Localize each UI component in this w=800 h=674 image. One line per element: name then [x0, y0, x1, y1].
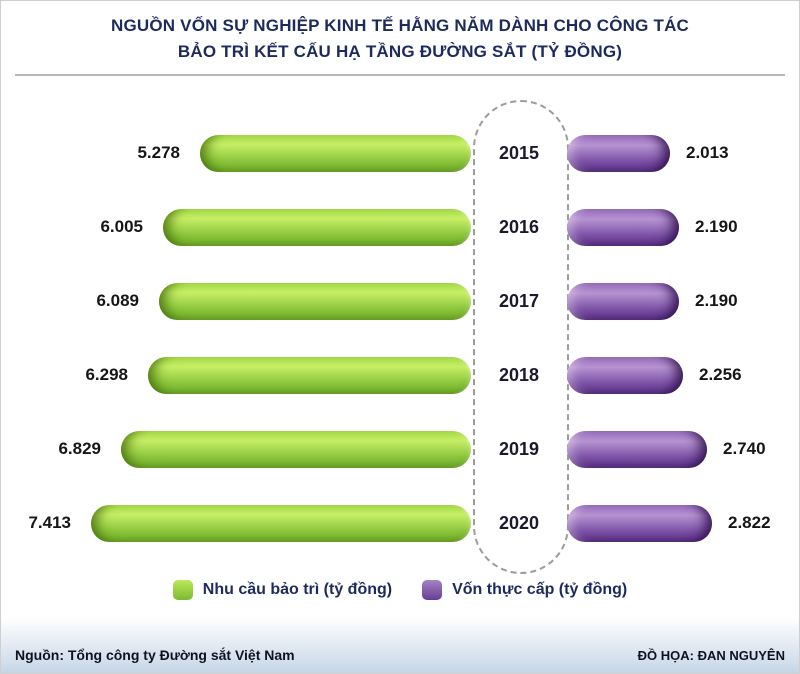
right-bar-zone: 2.822: [567, 504, 799, 542]
page-title-line1: NGUỒN VỐN SỰ NGHIỆP KINH TẾ HẰNG NĂM DÀN…: [110, 16, 690, 35]
allocated-capital-value-label: 2.190: [695, 291, 738, 310]
maintenance-need-value-label: 6.005: [100, 217, 143, 236]
year-zone: 2019: [471, 439, 567, 460]
footer: Nguồn: Tổng công ty Đường sắt Việt Nam Đ…: [1, 617, 799, 673]
year-label: 2015: [498, 142, 540, 163]
year-zone: 2018: [471, 365, 567, 386]
maintenance-need-value-label: 5.278: [137, 143, 180, 162]
legend-label-maintenance-need: Nhu cầu bảo trì (tỷ đồng): [202, 581, 393, 598]
right-bar-zone: 2.013: [567, 134, 799, 172]
maintenance-need-bar: [163, 208, 471, 246]
left-bar-zone: 6.089: [1, 282, 471, 320]
maintenance-need-bar: [91, 504, 471, 542]
maintenance-need-bar: [121, 430, 471, 468]
allocated-capital-bar: [567, 208, 679, 246]
title-divider: [15, 74, 785, 76]
page-title-line2: BẢO TRÌ KẾT CẤU HẠ TẦNG ĐƯỜNG SẮT (TỶ ĐỒ…: [177, 41, 623, 61]
chart-area: 5.278 2015 2.013 6.005 2016 2.190 6.089 2017 2.1…: [1, 76, 799, 574]
legend-item-maintenance-need: Nhu cầu bảo trì (tỷ đồng): [172, 580, 393, 600]
maintenance-need-bar: [200, 134, 471, 172]
chart-row: 7.413 2020 2.822: [1, 486, 799, 560]
maintenance-need-value-label: 6.829: [58, 439, 101, 458]
allocated-capital-value-label: 2.013: [686, 143, 729, 162]
credit-text: ĐỒ HỌA: ĐAN NGUYÊN: [637, 648, 785, 663]
left-bar-zone: 6.298: [1, 356, 471, 394]
year-zone: 2015: [471, 143, 567, 164]
legend: Nhu cầu bảo trì (tỷ đồng) Vốn thực cấp (…: [1, 580, 799, 600]
allocated-capital-value-label: 2.822: [728, 513, 771, 532]
source-text: Nguồn: Tổng công ty Đường sắt Việt Nam: [15, 647, 295, 663]
year-label: 2016: [498, 216, 540, 237]
maintenance-need-value-label: 6.298: [85, 365, 128, 384]
year-column-dashed-outline: [473, 100, 569, 574]
allocated-capital-bar: [567, 134, 670, 172]
year-zone: 2016: [471, 217, 567, 238]
right-bar-zone: 2.190: [567, 208, 799, 246]
maintenance-need-value-label: 6.089: [96, 291, 139, 310]
year-zone: 2020: [471, 513, 567, 534]
right-bar-zone: 2.190: [567, 282, 799, 320]
year-label: 2017: [498, 290, 540, 311]
left-bar-zone: 7.413: [1, 504, 471, 542]
chart-rows: 5.278 2015 2.013 6.005 2016 2.190 6.089 2017 2.1…: [1, 116, 799, 560]
allocated-capital-bar: [567, 504, 712, 542]
chart-row: 6.298 2018 2.256: [1, 338, 799, 412]
left-bar-zone: 6.005: [1, 208, 471, 246]
chart-row: 5.278 2015 2.013: [1, 116, 799, 190]
allocated-capital-value-label: 2.256: [699, 365, 742, 384]
year-label: 2018: [498, 364, 540, 385]
legend-item-allocated-capital: Vốn thực cấp (tỷ đồng): [422, 580, 627, 600]
year-zone: 2017: [471, 291, 567, 312]
maintenance-need-value-label: 7.413: [28, 513, 71, 532]
chart-row: 6.829 2019 2.740: [1, 412, 799, 486]
allocated-capital-bar: [567, 356, 683, 394]
right-bar-zone: 2.740: [567, 430, 799, 468]
year-label: 2019: [498, 438, 540, 459]
allocated-capital-value-label: 2.190: [695, 217, 738, 236]
allocated-capital-bar: [567, 430, 707, 468]
left-bar-zone: 5.278: [1, 134, 471, 172]
maintenance-need-bar: [148, 356, 471, 394]
chart-row: 6.089 2017 2.190: [1, 264, 799, 338]
chart-row: 6.005 2016 2.190: [1, 190, 799, 264]
green-swatch-icon: [172, 580, 193, 600]
right-bar-zone: 2.256: [567, 356, 799, 394]
allocated-capital-value-label: 2.740: [723, 439, 766, 458]
page-title: NGUỒN VỐN SỰ NGHIỆP KINH TẾ HẰNG NĂM DÀN…: [1, 1, 799, 64]
allocated-capital-bar: [567, 282, 679, 320]
left-bar-zone: 6.829: [1, 430, 471, 468]
year-label: 2020: [498, 512, 540, 533]
maintenance-need-bar: [159, 282, 471, 320]
purple-swatch-icon: [422, 580, 443, 600]
legend-label-allocated-capital: Vốn thực cấp (tỷ đồng): [452, 581, 628, 598]
